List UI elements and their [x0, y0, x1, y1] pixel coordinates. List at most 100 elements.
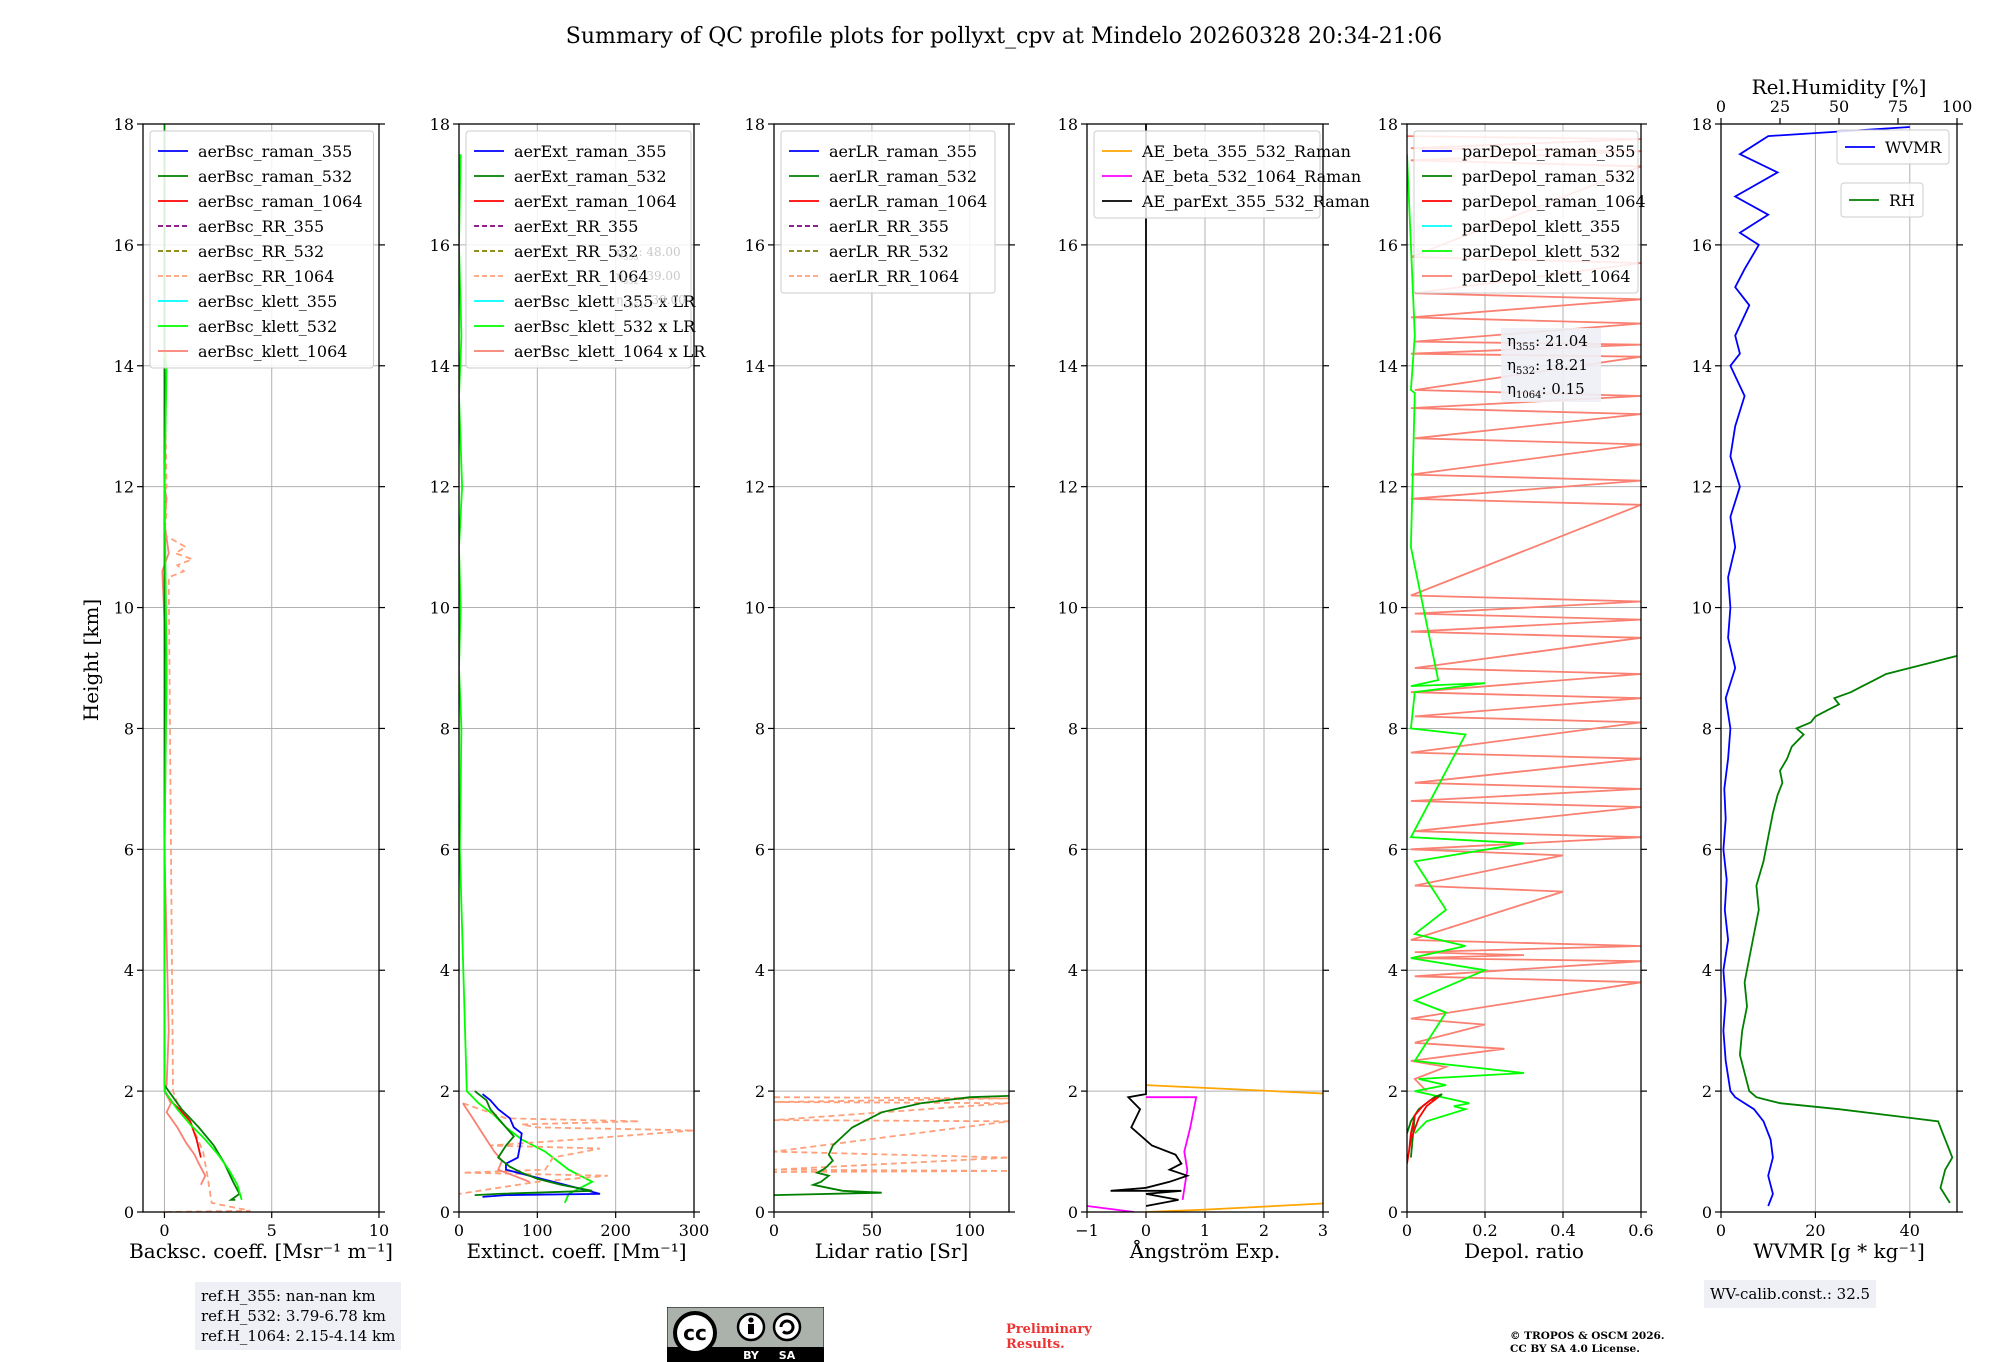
series-line-aerbsc-rr-1064 — [163, 353, 251, 1212]
y-tick-label: 6 — [755, 840, 765, 859]
legend-label: aerExt_raman_532 — [514, 167, 667, 186]
y-tick-label: 0 — [1068, 1203, 1078, 1222]
series-line-rh — [1738, 655, 1957, 1204]
legend-label: aerBsc_klett_532 x LR — [514, 317, 696, 336]
x-tick-label: 2 — [1259, 1221, 1269, 1240]
y-tick-label: 18 — [1378, 115, 1398, 134]
top-x-axis-label: Rel.Humidity [%] — [1752, 75, 1927, 99]
legend-label: aerBsc_klett_532 — [198, 317, 337, 336]
series-line-ae-beta-532-1064-raman — [1146, 1096, 1198, 1201]
legend-label: aerExt_raman_1064 — [514, 192, 677, 211]
y-tick-label: 18 — [1692, 115, 1712, 134]
y-tick-label: 14 — [430, 357, 450, 376]
y-tick-label: 0 — [1702, 1203, 1712, 1222]
top-x-tick-label: 100 — [1942, 97, 1973, 116]
eta-number: : 39.00 — [638, 269, 680, 283]
eta-symbol: η — [1507, 332, 1516, 350]
eta-value: η1064: 30.00 — [616, 293, 686, 310]
legend-label: aerLR_raman_1064 — [829, 192, 987, 211]
ref-height-355: ref.H_355: nan-nan km — [201, 1287, 376, 1305]
cc-license-badge: cc BY SA — [667, 1307, 824, 1362]
legend-label: parDepol_raman_532 — [1462, 167, 1635, 186]
legend-label: aerExt_RR_355 — [514, 217, 638, 236]
plot-frame — [142, 123, 380, 1213]
y-tick-label: 2 — [124, 1082, 134, 1101]
y-tick-label: 12 — [1058, 478, 1078, 497]
legend-label: aerBsc_raman_1064 — [198, 192, 363, 211]
y-tick-label: 16 — [1058, 236, 1078, 255]
eta-symbol: η — [1507, 356, 1516, 374]
y-tick-label: 14 — [114, 357, 134, 376]
y-tick-label: 10 — [1378, 599, 1398, 618]
series-line-wvmr — [1722, 126, 1910, 1207]
x-tick-label: −1 — [1075, 1221, 1099, 1240]
y-tick-label: 4 — [1068, 961, 1078, 980]
series-line-aerext-rr-1064 — [459, 1102, 694, 1195]
x-axis-label: Ångström Exp. — [1129, 1238, 1280, 1263]
cc-logo-text: cc — [683, 1321, 707, 1345]
legend-label: aerBsc_RR_1064 — [198, 267, 334, 286]
legend-box — [780, 130, 996, 294]
x-tick-label: 20 — [1805, 1221, 1825, 1240]
y-tick-label: 8 — [124, 719, 134, 738]
y-tick-label: 6 — [440, 840, 450, 859]
y-tick-label: 6 — [1388, 840, 1398, 859]
series-line-aerbsc-klett-532 — [163, 353, 243, 1201]
x-axis-label: Depol. ratio — [1464, 1239, 1584, 1263]
legend-wvmr: WVMR — [1836, 129, 1950, 165]
series-line-aerlr-rr-1064 — [774, 1096, 1009, 1173]
top-x-tick-label: 25 — [1770, 97, 1790, 116]
y-tick-label: 16 — [430, 236, 450, 255]
legend-label: RH — [1889, 191, 1915, 210]
x-tick-label: 0 — [1402, 1221, 1412, 1240]
y-tick-label: 2 — [440, 1082, 450, 1101]
y-tick-label: 10 — [745, 599, 765, 618]
y-tick-label: 6 — [124, 840, 134, 859]
eta-box — [1501, 328, 1601, 402]
series-line-aerbsc-klett-1064-x-lr — [462, 1102, 530, 1183]
chart-panel-6: 0 20 40 0 2 4 6 8 10 12 14 16 18 WVMR [g * kg⁻¹] 0 25 50… — [1692, 75, 1973, 1263]
legend-label: aerExt_RR_532 — [514, 242, 638, 261]
y-tick-label: 2 — [1068, 1082, 1078, 1101]
y-axis-label: Height [km] — [79, 599, 103, 721]
x-tick-label: 100 — [522, 1221, 553, 1240]
y-tick-label: 0 — [755, 1203, 765, 1222]
y-tick-label: 10 — [1692, 599, 1712, 618]
y-tick-label: 8 — [755, 719, 765, 738]
legend-label: parDepol_klett_1064 — [1462, 267, 1631, 286]
top-x-tick-label: 75 — [1888, 97, 1908, 116]
y-tick-label: 8 — [1702, 719, 1712, 738]
x-tick-label: 40 — [1900, 1221, 1920, 1240]
y-tick-label: 8 — [440, 719, 450, 738]
eta-value: η532: 18.21 — [1507, 356, 1588, 377]
chart-title: Summary of QC profile plots for pollyxt_… — [566, 24, 1442, 49]
x-tick-label: 0 — [454, 1221, 464, 1240]
eta-subscript: 1064 — [623, 301, 643, 310]
legend-label: AE_beta_532_1064_Raman — [1141, 167, 1361, 186]
chart-panel-5: 0 0.2 0.4 0.6 0 2 4 6 8 10 12 14 16 18 Depol. ratio par… — [1378, 115, 1654, 1263]
y-tick-label: 6 — [1068, 840, 1078, 859]
preliminary-results-note: Preliminary Results. — [1006, 1322, 1092, 1352]
y-tick-label: 18 — [430, 115, 450, 134]
x-tick-label: 0 — [1716, 1221, 1726, 1240]
y-tick-label: 4 — [1388, 961, 1398, 980]
eta-symbol: η — [616, 293, 623, 307]
eta-value: η355: 48.00 — [616, 245, 681, 262]
legend-box — [1093, 130, 1321, 219]
legend-rh: RH — [1840, 182, 1924, 218]
legend-label: aerExt_RR_1064 — [514, 267, 649, 286]
y-tick-label: 2 — [1702, 1082, 1712, 1101]
plot-frame — [1720, 123, 1958, 1213]
legend-label: aerBsc_RR_355 — [198, 217, 324, 236]
series-line-aerlr-raman-532 — [774, 1095, 1009, 1196]
y-tick-label: 18 — [745, 115, 765, 134]
y-tick-label: 0 — [1388, 1203, 1398, 1222]
legend-box — [465, 130, 692, 369]
legend-label: aerLR_RR_355 — [829, 217, 949, 236]
legend-label: aerExt_raman_355 — [514, 142, 667, 161]
y-tick-label: 0 — [124, 1203, 134, 1222]
y-tick-label: 14 — [1378, 357, 1398, 376]
legend: parDepol_raman_355 parDepol_raman_532 parD… — [1413, 130, 1646, 294]
legend: aerBsc_raman_355 aerBsc_raman_532 aerBsc_r… — [149, 130, 374, 369]
